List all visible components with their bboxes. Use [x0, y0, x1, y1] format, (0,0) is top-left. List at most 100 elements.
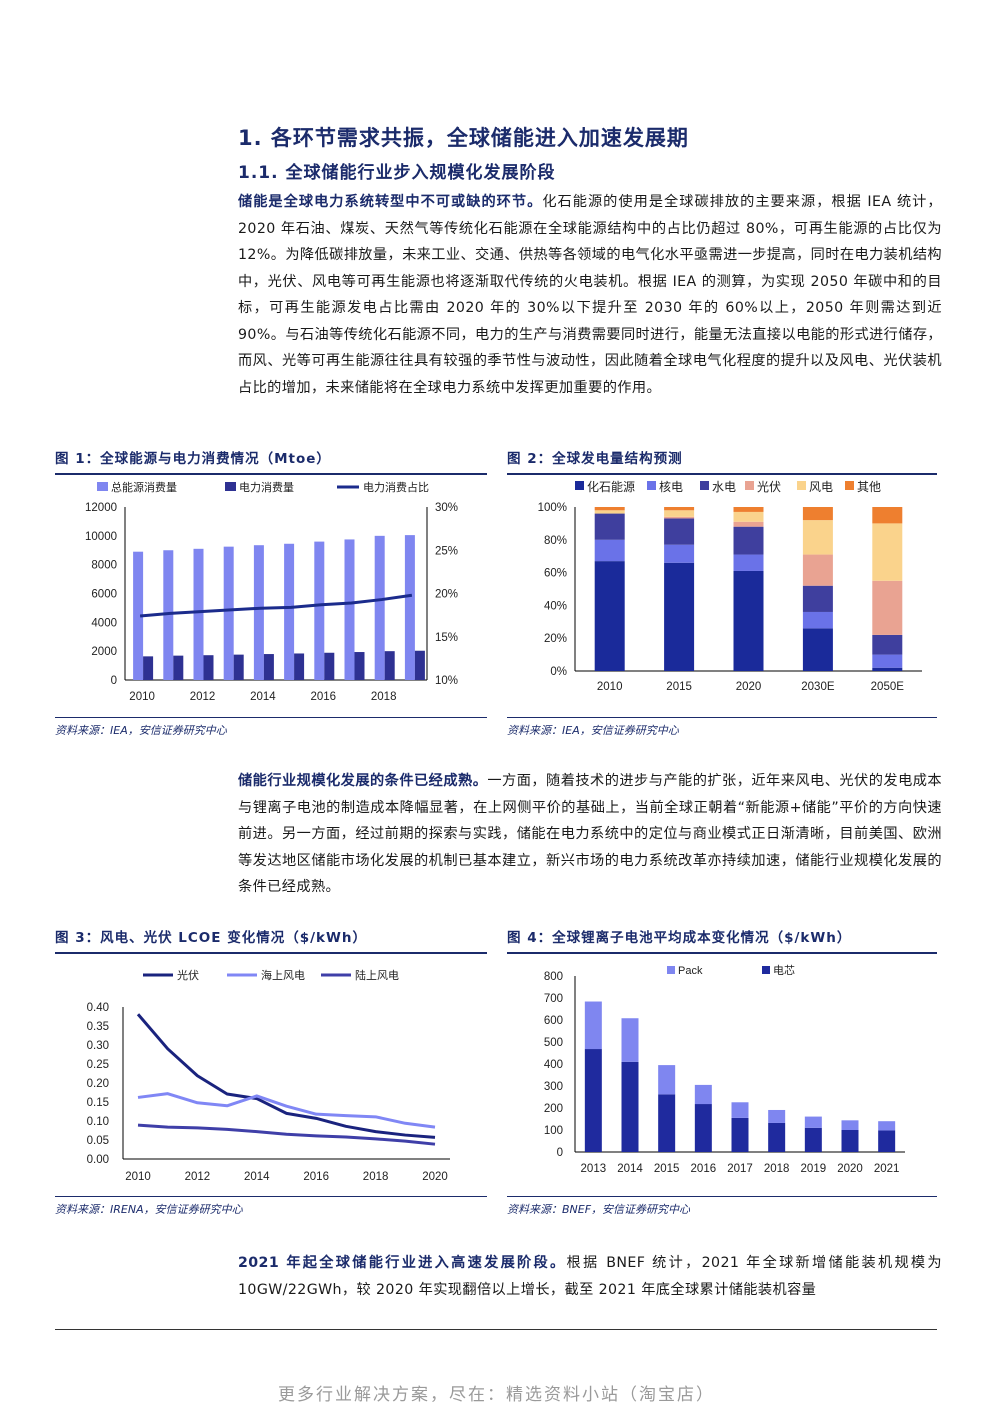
bar-segment	[802, 628, 833, 671]
figure-3-title: 图 3：风电、光伏 LCOE 变化情况（$/kWh）	[55, 926, 487, 954]
bar-total-energy	[193, 548, 204, 680]
x-tick: 2030E	[801, 681, 835, 693]
bar-segment	[594, 510, 625, 514]
legend-label: 光伏	[177, 968, 199, 982]
bar-segment	[802, 507, 833, 521]
bar-electricity	[233, 654, 244, 680]
bar-segment	[621, 1061, 639, 1152]
bar-segment	[694, 1084, 712, 1105]
bar-segment	[621, 1018, 639, 1062]
legend-swatch	[700, 481, 709, 490]
bar-segment	[731, 1117, 749, 1152]
x-tick: 2014	[617, 1163, 643, 1175]
x-tick: 2010	[597, 681, 623, 693]
bar-segment	[658, 1094, 676, 1152]
y-axis-tick: 600	[544, 1015, 563, 1027]
bar-segment	[733, 507, 764, 512]
bar-segment	[872, 523, 903, 581]
x-tick: 2015	[654, 1163, 680, 1175]
x-tick: 2013	[581, 1163, 607, 1175]
x-tick: 2020	[736, 681, 762, 693]
bar-segment	[733, 511, 764, 522]
legend-label: 电力消费量	[239, 480, 294, 494]
x-tick: 2016	[311, 691, 337, 703]
bar-segment	[733, 526, 764, 555]
y-axis-tick: 40%	[544, 600, 567, 612]
y-axis-tick: 500	[544, 1037, 563, 1049]
y-axis-tick: 100	[544, 1125, 563, 1137]
legend-label: 化石能源	[587, 480, 635, 494]
bar-electricity	[203, 655, 214, 680]
paragraph-2-body: 一方面，随着技术的进步与产能的扩张，近年来风电、光伏的发电成本与锂离子电池的制造…	[238, 773, 942, 895]
y-axis-tick: 10000	[85, 531, 117, 543]
bar-segment	[664, 507, 695, 511]
series-line	[136, 1013, 436, 1139]
x-tick: 2050E	[871, 681, 905, 693]
x-tick: 2010	[129, 691, 155, 703]
bar-segment	[841, 1120, 859, 1130]
x-tick: 2014	[244, 1171, 270, 1183]
figure-4-title: 图 4：全球锂离子电池平均成本变化情况（$/kWh）	[507, 926, 937, 954]
figure-1: 图 1：全球能源与电力消费情况（Mtoe）	[55, 447, 487, 475]
bar-segment	[802, 611, 833, 629]
bar-segment	[802, 554, 833, 586]
bar-segment	[768, 1122, 786, 1152]
x-tick: 2019	[801, 1163, 827, 1175]
bar-total-energy	[253, 545, 264, 680]
paragraph-3-body: 根据 BNEF 统计，2021 年全球新增储能装机规模为 10GW/22GWh，…	[238, 1255, 942, 1298]
y2-axis-tick: 10%	[435, 675, 458, 687]
x-tick: 2017	[727, 1163, 753, 1175]
figure-2-source: 资料来源：IEA，安信证券研究中心	[507, 717, 937, 738]
y-axis-tick: 300	[544, 1081, 563, 1093]
legend-label: 光伏	[757, 480, 781, 494]
figure-4-chart: Pack 电芯 0 100 200 300 400 500 600 700 800 2013 2014 2…	[544, 963, 905, 1175]
figure-4-source: 资料来源：BNEF，安信证券研究中心	[507, 1196, 937, 1217]
legend-swatch	[575, 481, 584, 490]
bar-segment	[872, 667, 903, 671]
figure-1-title: 图 1：全球能源与电力消费情况（Mtoe）	[55, 447, 487, 475]
bar-total-energy	[223, 546, 234, 680]
legend-label: 海上风电	[261, 968, 305, 982]
x-tick: 2016	[303, 1171, 329, 1183]
y-axis-tick: 800	[544, 971, 563, 983]
legend-label: 总能源消费量	[111, 480, 177, 494]
bar-total-energy	[344, 539, 355, 680]
y-axis-tick: 700	[544, 993, 563, 1005]
y-axis-tick: 0.40	[87, 1002, 109, 1014]
y2-axis-tick: 20%	[435, 589, 458, 601]
bar-segment	[804, 1116, 822, 1128]
bar-electricity	[294, 653, 305, 680]
bar-segment	[594, 507, 625, 511]
x-tick: 2020	[837, 1163, 863, 1175]
bar-segment	[584, 1001, 602, 1050]
y2-axis-tick: 25%	[435, 545, 458, 557]
y-axis-tick: 12000	[85, 502, 117, 514]
y-axis-tick: 0.15	[87, 1097, 109, 1109]
paragraph-2-lead: 储能行业规模化发展的条件已经成熟。	[238, 773, 488, 789]
paragraph-1-lead: 储能是全球电力系统转型中不可或缺的环节。	[238, 194, 543, 210]
y-axis-tick: 0.10	[87, 1116, 109, 1128]
y-axis-tick: 0.30	[87, 1040, 109, 1052]
x-tick: 2014	[250, 691, 276, 703]
y-axis-tick: 0.00	[87, 1154, 109, 1166]
y-axis-tick: 200	[544, 1103, 563, 1115]
x-tick: 2012	[190, 691, 216, 703]
bar-segment	[841, 1130, 859, 1152]
legend-swatch	[797, 481, 806, 490]
section-heading: 1. 各环节需求共振，全球储能进入加速发展期	[238, 126, 689, 150]
footer-divider	[55, 1329, 937, 1330]
x-tick: 2018	[371, 691, 397, 703]
bar-segment	[594, 513, 625, 540]
legend-swatch	[762, 966, 770, 974]
figure-2-chart: 化石能源 核电 水电 光伏 风电 其他 0% 20% 40% 60% 80% 100% 2010 2015…	[538, 480, 922, 693]
y-axis-tick: 0.35	[87, 1021, 109, 1033]
x-tick: 2020	[422, 1171, 448, 1183]
y-axis-tick: 20%	[544, 633, 567, 645]
bar-segment	[802, 585, 833, 612]
bar-total-energy	[284, 543, 295, 680]
bar-electricity	[324, 652, 335, 680]
x-tick: 2010	[125, 1171, 151, 1183]
x-tick: 2012	[185, 1171, 211, 1183]
x-tick: 2016	[691, 1163, 717, 1175]
legend-label: 风电	[809, 480, 833, 494]
